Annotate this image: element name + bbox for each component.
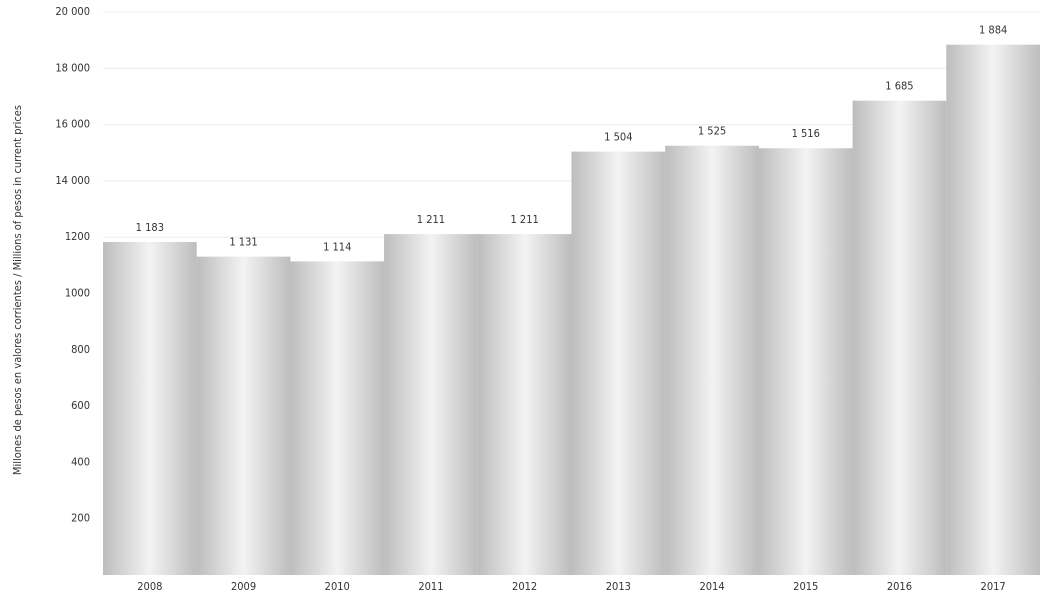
bar [477,234,572,575]
data-label: 1 525 [698,125,726,138]
data-label: 1 114 [323,240,351,253]
bar [196,256,291,575]
bar [103,241,197,575]
y-tick-label: 200 [71,512,90,525]
bar [946,44,1040,576]
bar [758,148,853,575]
y-tick-label: 16 000 [55,118,90,131]
x-tick-label: 2016 [887,580,912,593]
y-tick-label: 600 [71,399,90,412]
data-label: 1 131 [229,236,257,249]
x-tick-label: 2009 [231,580,256,593]
bar [852,100,947,576]
y-axis-title: Millones de pesos en valores corrientes … [11,105,24,475]
data-label: 1 183 [136,221,164,234]
data-label: 1 884 [979,24,1007,37]
data-label: 1 504 [604,131,632,144]
x-tick-label: 2013 [606,580,631,593]
x-tick-label: 2017 [981,580,1006,593]
x-tick-label: 2015 [793,580,818,593]
x-tick-label: 2010 [325,580,350,593]
data-label: 1 211 [417,213,445,226]
x-tick-label: 2008 [137,580,162,593]
data-label: 1 211 [510,213,538,226]
y-tick-label: 18 000 [55,61,90,74]
data-label: 1 685 [885,80,913,93]
x-tick-label: 2011 [418,580,443,593]
x-tick-label: 2012 [512,580,537,593]
bar [665,145,759,575]
bar [571,151,666,575]
x-tick-label: 2014 [699,580,724,593]
y-tick-label: 800 [71,343,90,356]
y-tick-label: 1200 [65,230,90,243]
bar [290,261,385,575]
bar [384,234,478,575]
y-tick-label: 1000 [65,287,90,300]
y-tick-label: 14 000 [55,174,90,187]
y-tick-label: 20 000 [55,5,90,18]
y-tick-label: 400 [71,455,90,468]
data-label: 1 516 [792,127,820,140]
